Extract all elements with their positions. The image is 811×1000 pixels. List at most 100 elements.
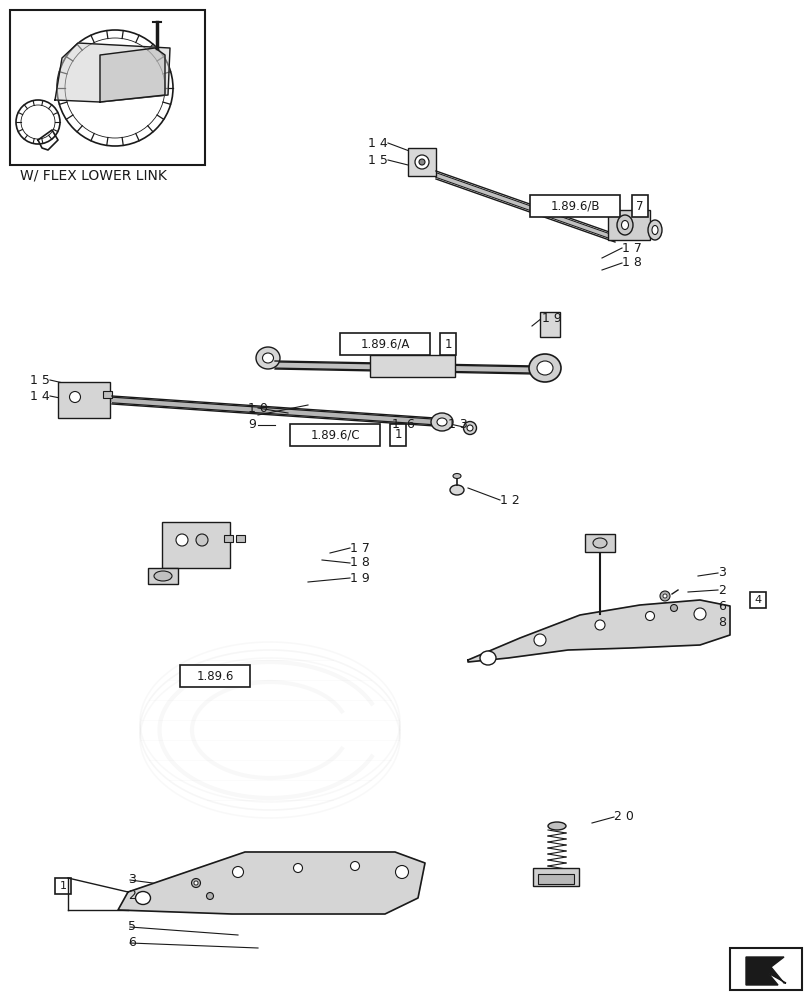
Ellipse shape [645, 611, 654, 620]
Ellipse shape [670, 604, 676, 611]
Text: 8: 8 [717, 616, 725, 630]
Bar [749, 592, 765, 608]
Polygon shape [118, 852, 424, 914]
Ellipse shape [135, 891, 150, 904]
Bar [389, 424, 406, 446]
Bar [532, 868, 578, 886]
Ellipse shape [534, 634, 545, 646]
Ellipse shape [466, 425, 473, 431]
Bar [607, 210, 649, 240]
Ellipse shape [693, 608, 705, 620]
Text: 1 2: 1 2 [500, 493, 519, 506]
Ellipse shape [592, 538, 607, 548]
Text: 1.89.6/C: 1.89.6/C [310, 428, 359, 442]
Text: 6: 6 [717, 600, 725, 613]
Text: 2: 2 [717, 584, 725, 596]
Ellipse shape [528, 354, 560, 382]
Text: W/ FLEX LOWER LINK: W/ FLEX LOWER LINK [20, 168, 167, 182]
Ellipse shape [262, 353, 273, 363]
Polygon shape [745, 957, 785, 985]
Bar [538, 874, 573, 884]
Bar [530, 195, 620, 217]
Text: 1 5: 1 5 [367, 154, 388, 167]
Bar [584, 534, 614, 552]
Text: 1 5: 1 5 [30, 373, 50, 386]
Ellipse shape [431, 413, 453, 431]
Ellipse shape [616, 215, 633, 235]
Ellipse shape [154, 571, 172, 581]
Ellipse shape [206, 892, 213, 899]
Ellipse shape [620, 221, 628, 230]
Ellipse shape [194, 881, 198, 885]
Ellipse shape [418, 159, 424, 165]
Text: 5: 5 [128, 920, 135, 933]
Ellipse shape [232, 866, 243, 877]
Text: 4: 4 [753, 595, 761, 605]
Text: 1.89.6/B: 1.89.6/B [550, 200, 599, 213]
Bar [103, 391, 112, 398]
Text: 3: 3 [128, 874, 135, 886]
Bar [729, 948, 801, 990]
Bar [58, 382, 109, 418]
Bar [236, 535, 245, 542]
Ellipse shape [414, 155, 428, 169]
Bar [440, 333, 456, 355]
Ellipse shape [449, 485, 463, 495]
Text: 2 0: 2 0 [613, 810, 633, 823]
Ellipse shape [547, 822, 565, 830]
Bar [10, 10, 204, 165]
Bar [224, 535, 233, 542]
Text: 1 3: 1 3 [448, 418, 467, 430]
Ellipse shape [195, 534, 208, 546]
Text: 6: 6 [128, 936, 135, 949]
Text: 1: 1 [59, 881, 67, 891]
Ellipse shape [663, 594, 666, 598]
Text: 1.89.6: 1.89.6 [196, 670, 234, 682]
Text: 6: 6 [406, 418, 414, 430]
Text: 1 4: 1 4 [30, 389, 50, 402]
Bar [340, 333, 430, 355]
Text: 2: 2 [128, 889, 135, 902]
Bar [631, 195, 647, 217]
Ellipse shape [395, 865, 408, 878]
Ellipse shape [350, 861, 359, 870]
Bar [55, 878, 71, 894]
Bar [290, 424, 380, 446]
Ellipse shape [651, 226, 657, 234]
Ellipse shape [463, 422, 476, 434]
Polygon shape [467, 600, 729, 662]
Ellipse shape [176, 534, 188, 546]
Bar [148, 568, 178, 584]
Ellipse shape [293, 863, 303, 872]
Ellipse shape [191, 878, 200, 887]
Bar [407, 148, 436, 176]
Text: 1 8: 1 8 [621, 256, 641, 269]
Text: 1 9: 1 9 [350, 572, 369, 584]
Text: 1.89.6/A: 1.89.6/A [360, 338, 410, 351]
Text: 1: 1 [444, 338, 451, 351]
Ellipse shape [453, 474, 461, 479]
Text: 1 9: 1 9 [541, 312, 561, 324]
Bar [180, 665, 250, 687]
Ellipse shape [70, 391, 80, 402]
Text: 1: 1 [394, 428, 401, 442]
Ellipse shape [436, 418, 446, 426]
Ellipse shape [647, 220, 661, 240]
Ellipse shape [594, 620, 604, 630]
Bar [370, 355, 454, 377]
Text: 1 0: 1 0 [247, 401, 268, 414]
Bar [162, 522, 230, 568]
Polygon shape [100, 48, 165, 102]
Text: 1 7: 1 7 [621, 241, 641, 254]
Text: 7: 7 [636, 200, 643, 213]
Ellipse shape [536, 361, 552, 375]
Ellipse shape [659, 591, 669, 601]
Ellipse shape [255, 347, 280, 369]
Text: 1 7: 1 7 [350, 542, 370, 554]
Text: 1 4: 1 4 [368, 137, 388, 150]
Text: 3: 3 [717, 566, 725, 580]
Polygon shape [55, 43, 169, 102]
Bar [539, 312, 560, 337]
Ellipse shape [479, 651, 496, 665]
Text: 1: 1 [392, 418, 399, 430]
